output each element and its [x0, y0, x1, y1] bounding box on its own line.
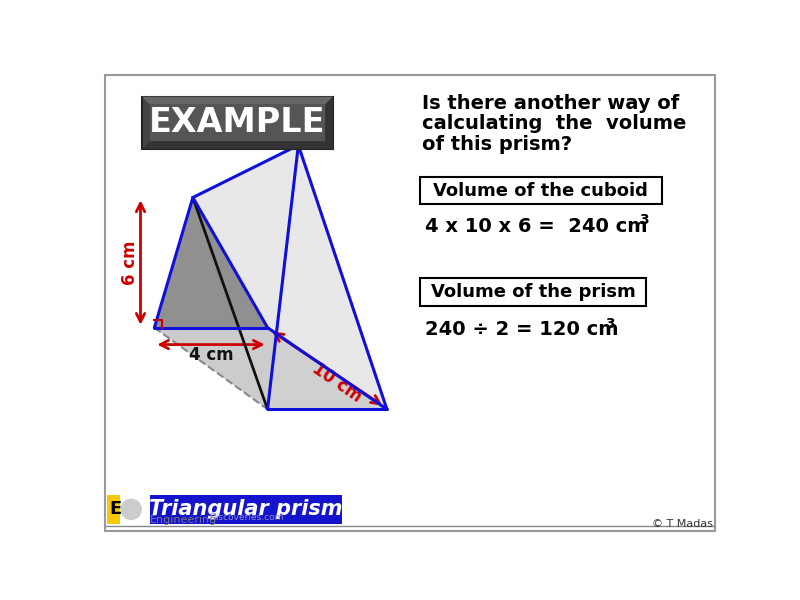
Polygon shape — [142, 97, 333, 149]
Polygon shape — [142, 97, 333, 104]
Polygon shape — [154, 197, 267, 328]
Text: EXAMPLE: EXAMPLE — [150, 106, 326, 139]
Text: Engineering: Engineering — [150, 515, 217, 525]
FancyBboxPatch shape — [420, 177, 662, 205]
Text: 3: 3 — [638, 213, 648, 227]
Text: 4 x 10 x 6 =  240 cm: 4 x 10 x 6 = 240 cm — [426, 217, 648, 235]
Text: 6 cm: 6 cm — [121, 241, 138, 285]
Text: © T Madas: © T Madas — [652, 520, 713, 529]
FancyBboxPatch shape — [142, 97, 333, 149]
Text: Volume of the cuboid: Volume of the cuboid — [434, 182, 648, 200]
Text: Triangular prism: Triangular prism — [150, 499, 342, 520]
Text: Discoveries.com: Discoveries.com — [209, 512, 283, 521]
Text: 10 cm: 10 cm — [309, 359, 366, 406]
Text: E: E — [109, 500, 122, 518]
FancyBboxPatch shape — [107, 495, 120, 524]
Circle shape — [122, 499, 142, 520]
FancyBboxPatch shape — [150, 495, 342, 524]
Text: Is there another way of: Is there another way of — [422, 94, 678, 113]
Polygon shape — [193, 145, 387, 409]
Text: Volume of the prism: Volume of the prism — [431, 283, 635, 301]
Polygon shape — [154, 328, 387, 409]
Polygon shape — [267, 145, 387, 409]
Polygon shape — [154, 145, 298, 409]
Text: of this prism?: of this prism? — [422, 135, 572, 154]
FancyBboxPatch shape — [420, 278, 646, 306]
Text: 4 cm: 4 cm — [189, 346, 234, 364]
FancyBboxPatch shape — [150, 104, 326, 141]
Text: 240 ÷ 2 = 120 cm: 240 ÷ 2 = 120 cm — [426, 320, 619, 340]
Text: 3: 3 — [606, 317, 615, 331]
Text: calculating  the  volume: calculating the volume — [422, 115, 686, 133]
